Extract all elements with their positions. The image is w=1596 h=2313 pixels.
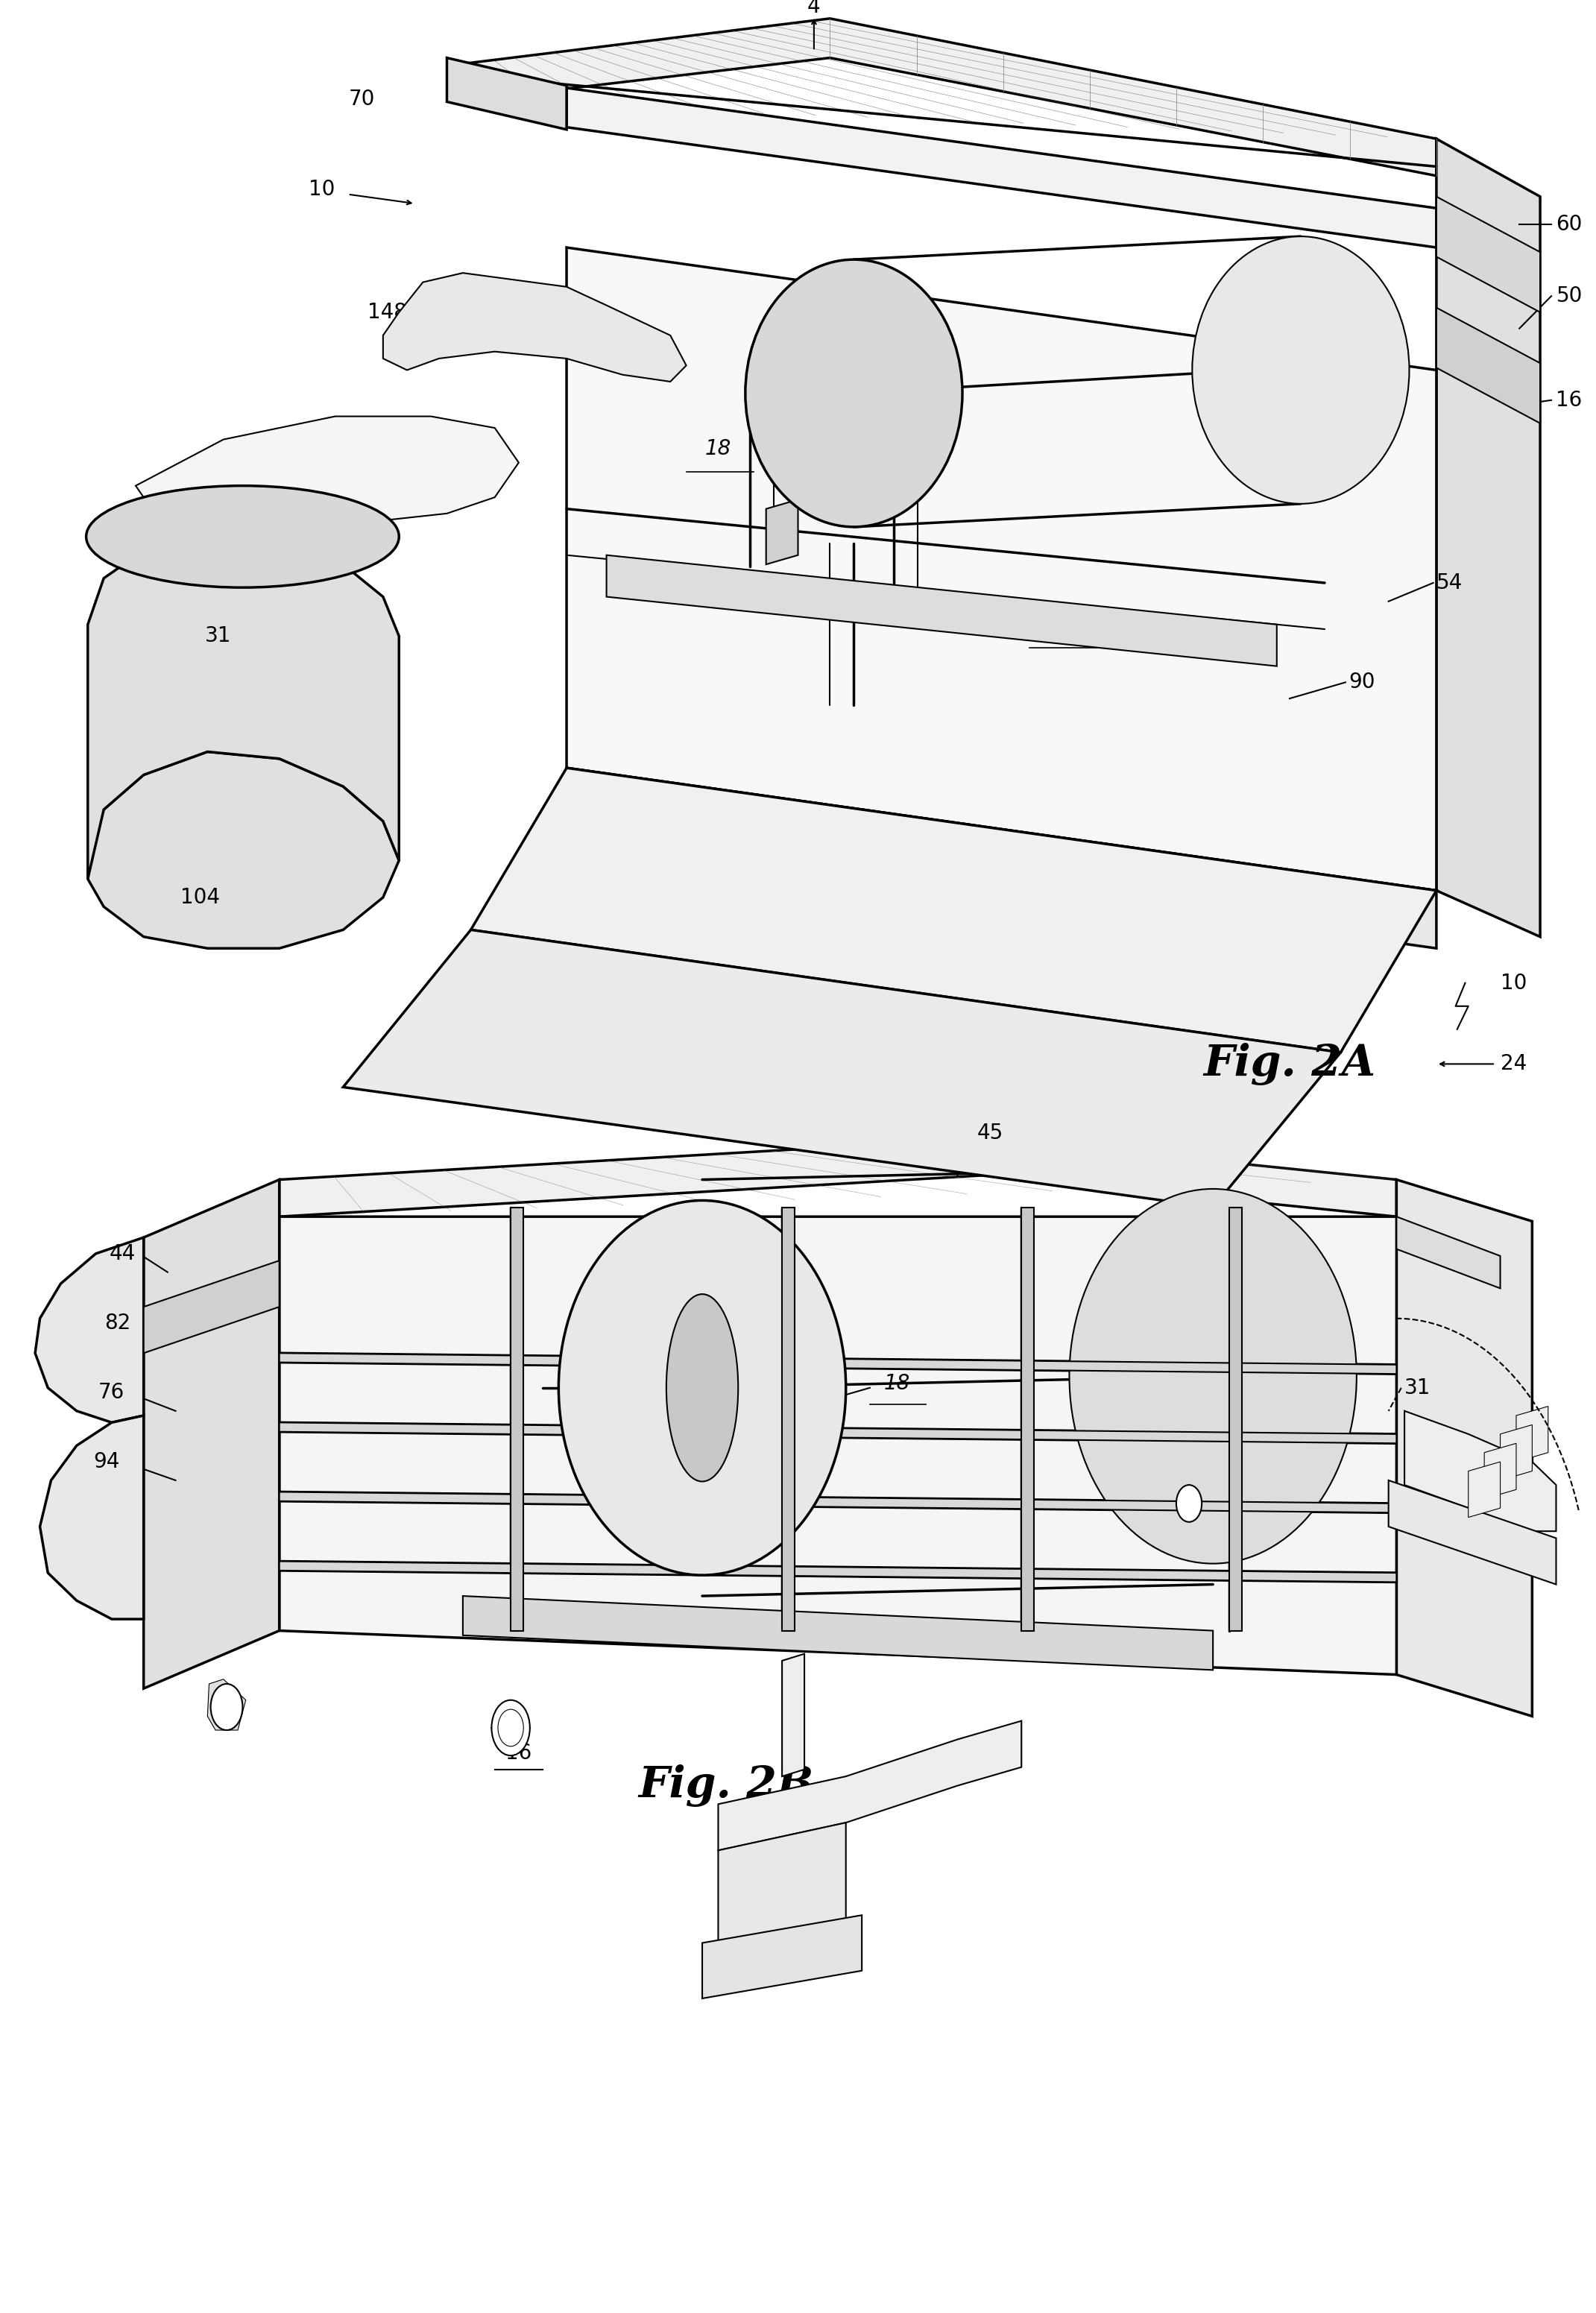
Ellipse shape: [745, 259, 962, 527]
Polygon shape: [718, 1823, 846, 1948]
Circle shape: [492, 1700, 530, 1756]
Ellipse shape: [559, 1200, 846, 1575]
Text: 31: 31: [204, 625, 231, 648]
Polygon shape: [279, 1561, 1396, 1582]
Polygon shape: [144, 1261, 279, 1353]
Text: 44: 44: [110, 1242, 136, 1265]
Text: 54: 54: [1436, 571, 1462, 594]
Text: 45: 45: [977, 1122, 1002, 1145]
Polygon shape: [718, 1721, 1021, 1850]
Polygon shape: [1500, 1425, 1532, 1480]
Text: 82: 82: [105, 1311, 131, 1335]
Polygon shape: [463, 1596, 1213, 1670]
Polygon shape: [88, 752, 399, 948]
Ellipse shape: [1069, 1189, 1357, 1564]
Polygon shape: [471, 768, 1436, 1052]
Text: 24: 24: [1500, 1052, 1526, 1076]
Polygon shape: [1021, 1207, 1034, 1631]
Polygon shape: [35, 1237, 144, 1422]
Circle shape: [498, 1709, 523, 1746]
Text: 4: 4: [808, 0, 820, 19]
Text: 18: 18: [884, 1372, 910, 1395]
Text: 31: 31: [1404, 1376, 1432, 1399]
Polygon shape: [782, 1654, 804, 1776]
Polygon shape: [279, 1138, 1396, 1217]
Circle shape: [1176, 1485, 1202, 1522]
Polygon shape: [1468, 1462, 1500, 1517]
Text: 16: 16: [506, 1742, 531, 1765]
Polygon shape: [455, 65, 567, 127]
Text: 18: 18: [705, 437, 731, 460]
Polygon shape: [1404, 1411, 1556, 1531]
Polygon shape: [343, 930, 1341, 1207]
Polygon shape: [567, 88, 1436, 247]
Polygon shape: [511, 1207, 523, 1631]
Polygon shape: [1484, 1443, 1516, 1499]
Polygon shape: [1516, 1406, 1548, 1462]
Polygon shape: [279, 1353, 1396, 1374]
Polygon shape: [455, 19, 1436, 176]
Text: Fig. 2B: Fig. 2B: [638, 1765, 814, 1806]
Polygon shape: [1389, 1480, 1556, 1584]
Ellipse shape: [666, 1295, 737, 1480]
Text: 10: 10: [1500, 971, 1527, 995]
Polygon shape: [207, 1679, 246, 1730]
Text: 38: 38: [650, 1608, 675, 1631]
Text: 60: 60: [1556, 213, 1583, 236]
Polygon shape: [1436, 197, 1540, 312]
Polygon shape: [567, 768, 1436, 948]
Polygon shape: [567, 247, 1436, 891]
Text: 16: 16: [1556, 389, 1582, 412]
Text: 148: 148: [367, 301, 407, 324]
Polygon shape: [144, 1180, 279, 1688]
Polygon shape: [1436, 139, 1540, 937]
Polygon shape: [279, 1492, 1396, 1513]
Text: 70: 70: [348, 88, 375, 111]
Polygon shape: [766, 500, 798, 564]
Polygon shape: [702, 1915, 862, 1998]
Polygon shape: [782, 1207, 795, 1631]
Polygon shape: [88, 532, 399, 879]
Text: 90: 90: [1349, 671, 1376, 694]
Polygon shape: [1436, 308, 1540, 423]
Text: 50: 50: [1556, 284, 1583, 308]
Text: 94: 94: [93, 1450, 120, 1473]
Polygon shape: [1396, 1217, 1500, 1288]
Polygon shape: [40, 1416, 144, 1619]
Text: Fig. 2A: Fig. 2A: [1203, 1043, 1376, 1085]
Ellipse shape: [86, 486, 399, 588]
Circle shape: [211, 1684, 243, 1730]
Polygon shape: [383, 273, 686, 382]
Polygon shape: [136, 416, 519, 520]
Ellipse shape: [1192, 236, 1409, 504]
Text: 10: 10: [308, 178, 335, 201]
Text: 76: 76: [1049, 613, 1074, 636]
Polygon shape: [279, 1217, 1396, 1675]
Text: 76: 76: [99, 1381, 124, 1404]
Polygon shape: [279, 1422, 1396, 1443]
Polygon shape: [447, 58, 567, 130]
Polygon shape: [1396, 1180, 1532, 1716]
Polygon shape: [1229, 1207, 1242, 1631]
Text: 104: 104: [180, 886, 220, 909]
Polygon shape: [606, 555, 1277, 666]
